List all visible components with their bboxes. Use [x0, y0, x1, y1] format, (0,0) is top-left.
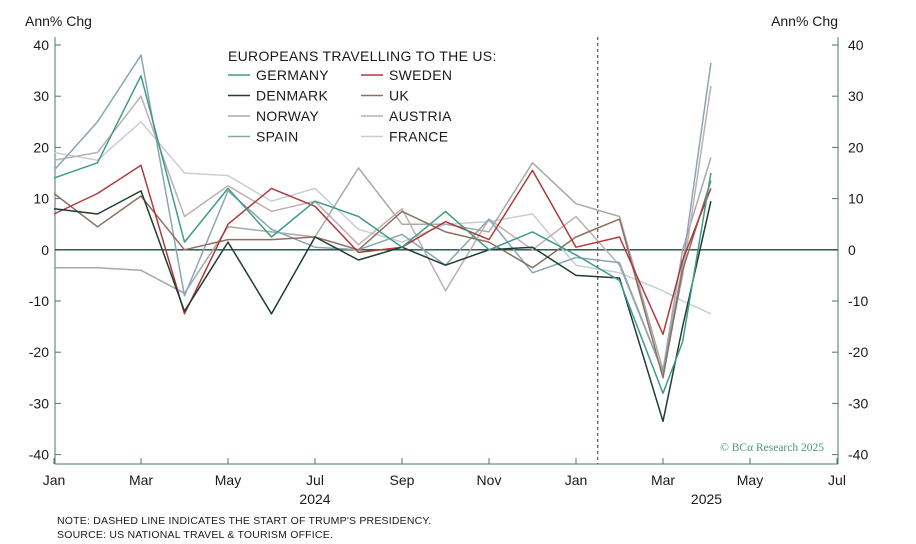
legend: EUROPEANS TRAVELLING TO THE US: GERMANY SW…	[228, 48, 497, 145]
legend-title: EUROPEANS TRAVELLING TO THE US:	[228, 48, 497, 64]
y-tick-label-right: 10	[848, 191, 864, 207]
x-tick-label: May	[737, 472, 763, 488]
x-tick-label: Jan	[43, 472, 66, 488]
series-line-spain	[53, 54, 712, 374]
x-tick-label: Sep	[390, 472, 415, 488]
right-axis-title: Ann% Chg	[771, 13, 838, 29]
y-tick-label-right: -10	[848, 293, 868, 309]
y-tick-label-left: 20	[33, 139, 49, 155]
y-tick-label-right: 40	[848, 37, 864, 53]
year-label: 2025	[691, 491, 722, 507]
legend-label-spain: SPAIN	[256, 129, 298, 145]
y-tick-label-left: -30	[29, 395, 49, 411]
series-line-germany	[53, 74, 712, 394]
credit-label: © BCα Research 2025	[720, 442, 824, 454]
y-tick-label-right: -40	[848, 447, 868, 463]
footnote-note: NOTE: DASHED LINE INDICATES THE START OF…	[57, 515, 431, 527]
legend-label-denmark: DENMARK	[256, 88, 328, 104]
series-line-uk	[53, 180, 712, 379]
axes-layer: 40 40 30 30 20 20 10 10 0 0 -10 -10 -20 -20 -30 -30 -40 -…	[29, 37, 868, 507]
y-tick-label-left: 30	[33, 88, 49, 104]
y-tick-label-left: -20	[29, 344, 49, 360]
x-tick-label: Jan	[565, 472, 588, 488]
y-tick-label-left: 10	[33, 191, 49, 207]
y-tick-label-right: -30	[848, 395, 868, 411]
legend-label-austria: AUSTRIA	[389, 108, 452, 124]
y-tick-label-right: 30	[848, 88, 864, 104]
legend-label-france: FRANCE	[389, 129, 448, 145]
series-line-norway	[54, 157, 712, 371]
legend-label-sweden: SWEDEN	[389, 67, 452, 83]
year-label: 2024	[299, 491, 330, 507]
y-tick-label-right: 0	[848, 242, 856, 258]
series-line-france	[53, 121, 712, 315]
x-tick-label: Mar	[651, 472, 675, 488]
legend-label-germany: GERMANY	[256, 67, 329, 83]
left-axis-title: Ann% Chg	[25, 13, 92, 29]
y-tick-label-left: -10	[29, 293, 49, 309]
series-layer	[53, 54, 712, 423]
x-tick-label: Mar	[129, 472, 153, 488]
y-tick-label-left: 0	[41, 242, 49, 258]
legend-label-uk: UK	[389, 88, 409, 104]
x-tick-label: Nov	[477, 472, 502, 488]
x-tick-label: Jul	[828, 472, 846, 488]
x-tick-label: Jul	[306, 472, 324, 488]
legend-label-norway: NORWAY	[256, 108, 319, 124]
y-tick-label-right: -20	[848, 344, 868, 360]
y-tick-label-right: 20	[848, 139, 864, 155]
y-tick-label-left: -40	[29, 447, 49, 463]
footnote-source: SOURCE: US NATIONAL TRAVEL & TOURISM OFF…	[57, 529, 333, 541]
y-tick-label-left: 40	[33, 37, 49, 53]
x-tick-label: May	[215, 472, 241, 488]
